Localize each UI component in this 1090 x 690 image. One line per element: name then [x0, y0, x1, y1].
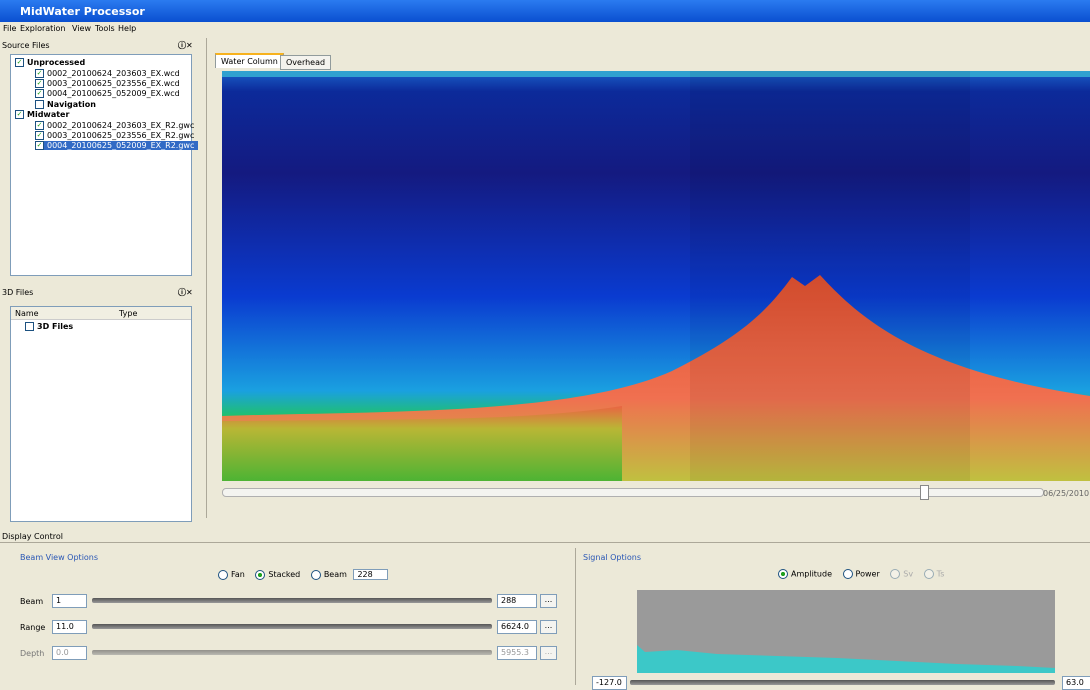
file-label: 0003_20100625_023556_EX_R2.gwc [47, 131, 195, 140]
range-slider[interactable] [92, 624, 492, 629]
menu-item[interactable]: File [3, 24, 17, 33]
echogram [222, 71, 1090, 481]
item-label: 3D Files [37, 322, 74, 331]
row-label: Beam [20, 597, 44, 606]
radio-label: Ts [936, 569, 945, 579]
browse-button[interactable]: ... [540, 594, 557, 608]
min-field[interactable]: 11.0 [52, 620, 87, 634]
group-title: Signal Options [583, 553, 641, 562]
panel-title: Source Files [2, 41, 50, 50]
file-label: 0002_20100624_203603_EX.wcd [47, 69, 180, 78]
tree-group[interactable]: ✓ Midwater [15, 110, 70, 119]
tree-item-selected[interactable]: ✓ 0004_20100625_052009_EX_R2.gwc [35, 141, 199, 150]
radio[interactable] [923, 569, 934, 579]
radio-label: Fan [231, 570, 245, 579]
min-field[interactable]: -127.0 [592, 676, 627, 690]
menu-item[interactable]: View [72, 24, 91, 33]
divider [575, 548, 576, 685]
timeline-label: 06/25/2010 7: [1043, 489, 1090, 498]
min-field[interactable]: 0.0 [52, 646, 87, 660]
radio-label: Beam [323, 570, 347, 579]
range-slider[interactable] [92, 650, 492, 655]
file-label: 0004_20100625_052009_EX.wcd [47, 89, 180, 98]
tree-group[interactable]: ✓ Unprocessed [15, 58, 86, 67]
max-field[interactable]: 288 [497, 594, 537, 608]
group-title: Beam View Options [20, 553, 99, 562]
group-label: Navigation [47, 100, 96, 109]
radio[interactable] [778, 569, 788, 579]
max-field[interactable]: 6624.0 [497, 620, 537, 634]
row-label: Depth [20, 649, 45, 658]
radio-label: Sv [903, 569, 914, 579]
menu-bar: File Exploration View Tools Help [0, 22, 1090, 35]
group-label: Midwater [27, 110, 70, 119]
timeline-slider[interactable] [222, 488, 1044, 497]
range-slider[interactable] [630, 680, 1055, 685]
view-mode-radios: Fan Stacked Beam 228 [210, 569, 388, 580]
tab[interactable]: Overhead [280, 55, 332, 70]
tree-item[interactable]: ✓ 0002_20100624_203603_EX_R2.gwc [35, 121, 195, 130]
min-field[interactable]: 1 [52, 594, 87, 608]
radio-label: Stacked [268, 570, 301, 579]
radio[interactable] [890, 569, 901, 579]
title-bar [0, 0, 1090, 22]
menu-item[interactable]: Exploration [20, 24, 66, 33]
column-header[interactable]: Name [15, 309, 39, 318]
menu-item[interactable]: Tools [95, 24, 115, 33]
radio-label: Amplitude [791, 569, 832, 579]
source-tree: ✓ Unprocessed ✓ 0002_20100624_203603_EX.wc… [10, 54, 199, 276]
tree-item[interactable]: ✓ 0004_20100625_052009_EX.wcd [35, 89, 180, 98]
browse-button[interactable]: ... [540, 620, 557, 634]
menu-item[interactable]: Help [118, 24, 137, 33]
browse-button[interactable]: ... [540, 646, 557, 660]
list-header [11, 307, 191, 320]
tree-item[interactable]: ✓ 0003_20100625_023556_EX.wcd [35, 79, 180, 88]
window-title: MidWater Processor [20, 5, 145, 18]
max-field[interactable]: 63.0 [1062, 676, 1090, 690]
timeline-handle[interactable] [920, 485, 929, 500]
radio[interactable] [310, 569, 321, 580]
radio[interactable] [255, 569, 266, 580]
radio[interactable] [842, 569, 853, 579]
range-slider[interactable] [92, 598, 492, 603]
beam-spinbox[interactable]: 228 [353, 569, 388, 580]
tab-active[interactable]: Water Column [215, 53, 284, 68]
panel-controls[interactable]: ⓘ✕ [178, 41, 193, 50]
panel-title: Display Control [2, 532, 63, 541]
file-label: 0002_20100624_203603_EX_R2.gwc [47, 121, 195, 130]
display-control [0, 542, 1090, 686]
radio-label: Power [855, 569, 880, 579]
tree-item[interactable]: ✓ 0002_20100624_203603_EX.wcd [35, 69, 180, 78]
file-label: 0003_20100625_023556_EX.wcd [47, 79, 180, 88]
signal-histogram [637, 590, 1055, 673]
tree-item[interactable]: ✓ 0003_20100625_023556_EX_R2.gwc [35, 131, 195, 140]
group-label: Unprocessed [27, 58, 86, 67]
list-item[interactable]: 3D Files [25, 322, 73, 331]
signal-radios: Amplitude Power Sv Ts [770, 569, 944, 579]
tree-group[interactable]: Navigation [35, 100, 96, 109]
file-label: 0004_20100625_052009_EX_R2.gwc [47, 141, 195, 150]
max-field[interactable]: 5955.3 [497, 646, 537, 660]
column-header[interactable]: Type [119, 309, 138, 318]
main-view [206, 38, 1090, 518]
row-label: Range [20, 623, 46, 632]
files-3d-list: Name Type 3D Files [10, 306, 192, 522]
panel-controls[interactable]: ⓘ✕ [178, 288, 193, 297]
radio[interactable] [218, 569, 228, 580]
panel-title: 3D Files [2, 288, 34, 297]
